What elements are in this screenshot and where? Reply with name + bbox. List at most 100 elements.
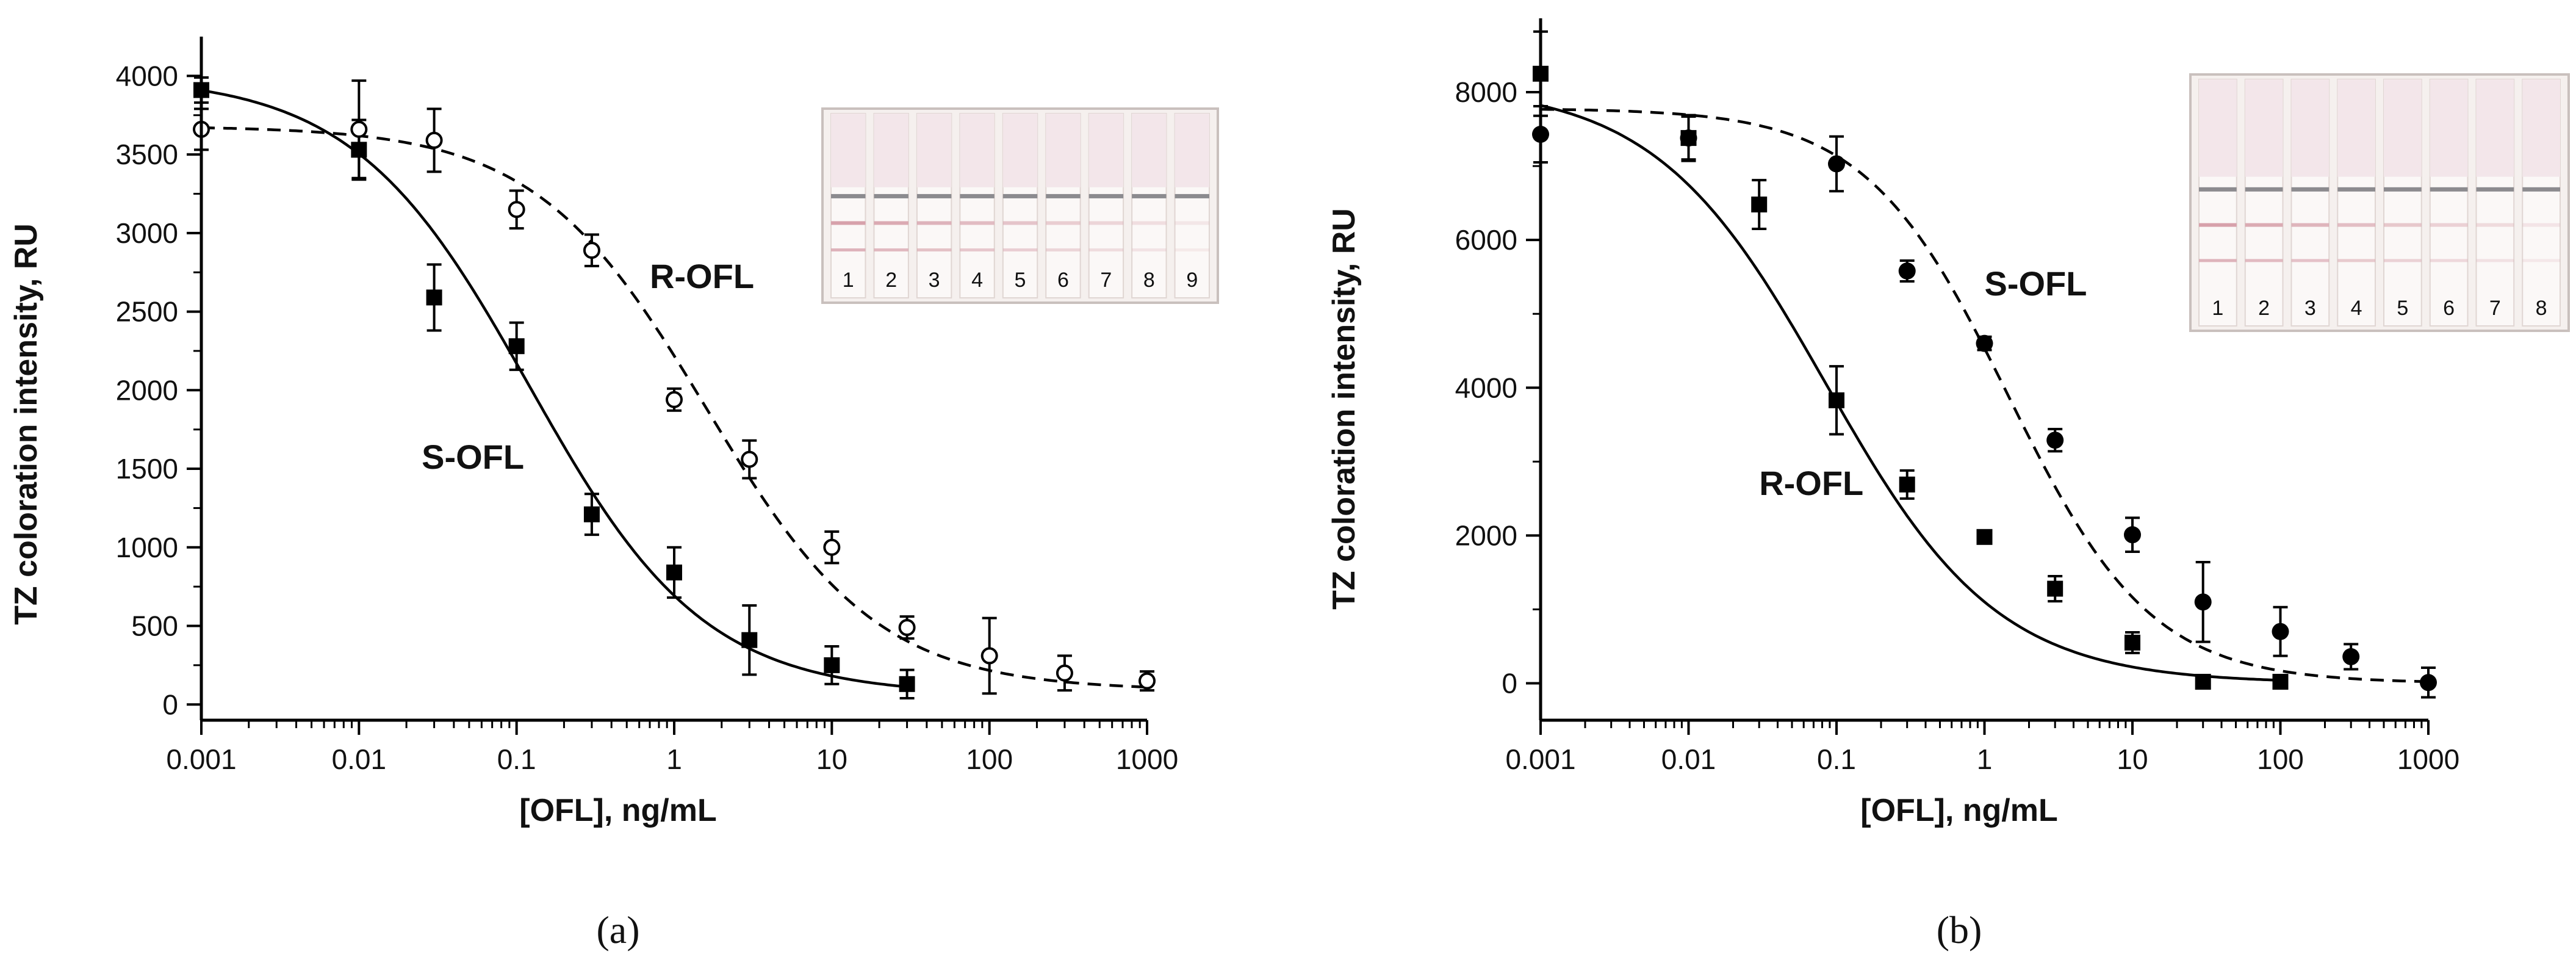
panel-b-strip-test-line (2522, 223, 2560, 227)
panel-a-point-r-ofl (823, 538, 841, 556)
panel-a-strip-number: 8 (1143, 269, 1155, 292)
panel-a-strip-pad (1046, 114, 1081, 187)
panel-b-strip-number: 8 (2536, 297, 2547, 320)
panel-b-x-tick-label: 0.001 (1505, 743, 1575, 775)
panel-a-point-r-ofl (666, 391, 683, 408)
panel-a-strip-pad (831, 114, 866, 187)
panel-b-strip-test-line (2384, 223, 2422, 227)
panel-b-point-r-ofl (2272, 674, 2289, 690)
panel-a-strip-test-line (1046, 221, 1081, 225)
panel-a-strip-control-line (1046, 193, 1081, 198)
panel-b-x-tick-label: 10 (2117, 743, 2148, 775)
panel-a-strip-test-line (960, 221, 995, 225)
panel-a-y-tick-label: 1000 (116, 532, 178, 563)
panel-b-strip-pad (2199, 79, 2237, 177)
panel-a-point-s-ofl (741, 632, 758, 648)
panel-b-strip-control-line (2291, 187, 2330, 192)
panel-b-point-r-ofl (2195, 674, 2211, 690)
panel-a-x-tick-label: 100 (966, 743, 1013, 775)
panel-a-strip-test-line (1088, 221, 1124, 225)
panel-a-strip-test-line (960, 248, 995, 251)
panel-b-strip-test-line (2337, 223, 2375, 227)
panel-a-point-s-ofl (666, 564, 682, 580)
panel-b-strip-test-line (2476, 259, 2514, 262)
panel-a-strip-control-line (960, 193, 995, 198)
panel-a-strip-pad (1175, 114, 1209, 187)
panel-a-point-s-ofl (508, 338, 525, 355)
panel-a-strip-control-line (831, 193, 866, 198)
panel-b-strip-pad (2476, 79, 2514, 177)
panel-a-point-r-ofl (741, 450, 758, 468)
panel-a-y-tick-label: 2500 (116, 296, 178, 328)
panel-b-strip-test-line (2199, 223, 2237, 227)
panel-a-strip-number: 9 (1186, 269, 1198, 292)
panel-b-strips: 1 2 3 4 5 6 7 8 (2198, 79, 2561, 327)
panel-b-strip-test-line (2384, 259, 2422, 262)
panel-a-x-tick-label: 0.01 (332, 743, 387, 775)
panel-a-strip-number: 3 (929, 269, 940, 292)
panel-b-point-s-ofl (2194, 593, 2212, 611)
panel-a-y-axis-title: TZ coloration intensity, RU (9, 223, 44, 625)
panel-a-y-tick-label: 500 (131, 610, 178, 642)
panel-b-point-s-ofl (2342, 648, 2360, 665)
panel-a-y-tick-label: 2000 (116, 374, 178, 406)
panel-a-strip-test-line (874, 248, 908, 251)
panel-b-strip-test-line (2430, 223, 2468, 227)
panel-a-strip-control-line (1088, 193, 1124, 198)
panel-a-y-tick-label: 4000 (116, 60, 178, 92)
panel-b-strip-inset: 1 2 3 4 5 6 7 8 (2189, 73, 2570, 332)
panel-b-strip-control-line (2384, 187, 2422, 192)
panel-a-point-r-ofl (350, 120, 368, 138)
panel-b-strip-test-line (2245, 259, 2283, 262)
panel-a-strip-pad (1002, 114, 1038, 187)
panel-a-strip-number: 1 (843, 269, 854, 292)
panel-b-point-r-ofl (1829, 392, 1844, 408)
panel-a-strip-number: 6 (1057, 269, 1069, 292)
panel-a-point-r-ofl (1139, 672, 1156, 690)
panel-b-strip-control-line (2337, 187, 2375, 192)
panel-b-strip-number: 4 (2351, 297, 2362, 320)
panel-a-point-s-ofl (583, 506, 600, 522)
panel-a-strip-test-line (916, 221, 952, 225)
panel-b-x-axis-title: [OFL], ng/mL (1860, 793, 2057, 828)
panel-b-point-s-ofl (1976, 334, 1993, 352)
panel-b-strip-test-line (2476, 223, 2514, 227)
panel-a-strip-number: 4 (971, 269, 983, 292)
panel-b-y-tick-label: 4000 (1455, 372, 1517, 403)
panel-a-series-label-s-ofl: S-OFL (422, 438, 524, 476)
panel-b-point-s-ofl (1680, 129, 1697, 147)
panel-a-point-r-ofl (583, 242, 600, 259)
panel-b-strip-test-line (2291, 259, 2330, 262)
panel-b-point-s-ofl (1828, 155, 1845, 173)
panel-a-x-tick-label: 1000 (1116, 743, 1178, 775)
panel-a-strip-inset: 1 2 3 4 5 6 7 8 9 (821, 107, 1219, 304)
panel-b-x-tick-label: 1000 (2397, 743, 2459, 775)
panel-a-point-r-ofl (1056, 664, 1073, 682)
panel-b-strip-test-line (2199, 259, 2237, 262)
panel-a-point-r-ofl (508, 201, 525, 219)
panel-a: S-OFL R-OFL 0.001 0.01 0.1 1 10 100 1000 0 500 100… (9, 37, 1219, 952)
panel-b-y-tick-label: 8000 (1455, 76, 1517, 108)
panel-a-strip-pad (960, 114, 995, 187)
panel-b-strip-pad (2384, 79, 2422, 177)
panel-b-x-tick-label: 0.1 (1817, 743, 1856, 775)
panel-a-strip-pad (1088, 114, 1124, 187)
panel-b-point-r-ofl (1751, 197, 1768, 213)
panel-b-y-tick-label: 6000 (1455, 224, 1517, 256)
panel-b-y-tick-label: 0 (1502, 667, 1517, 699)
panel-a-x-tick-label: 0.1 (497, 743, 536, 775)
panel-a-strip-test-line (1132, 221, 1167, 225)
panel-b-strip-pad (2430, 79, 2468, 177)
panel-b-y-tick-label: 2000 (1455, 519, 1517, 551)
panel-b-strip-test-line (2291, 223, 2330, 227)
panel-a-x-tick-label: 10 (816, 743, 847, 775)
panel-a-strip-test-line (1132, 248, 1167, 251)
panel-b-point-r-ofl (2124, 634, 2140, 651)
panel-b-x-tick-label: 0.01 (1661, 743, 1716, 775)
panel-a-strip-test-line (1002, 248, 1038, 251)
panel-b-point-s-ofl (2046, 432, 2064, 449)
panel-b-strip-pad (2245, 79, 2283, 177)
panel-b-point-s-ofl (2420, 674, 2437, 692)
panel-a-strip-pad (1132, 114, 1167, 187)
